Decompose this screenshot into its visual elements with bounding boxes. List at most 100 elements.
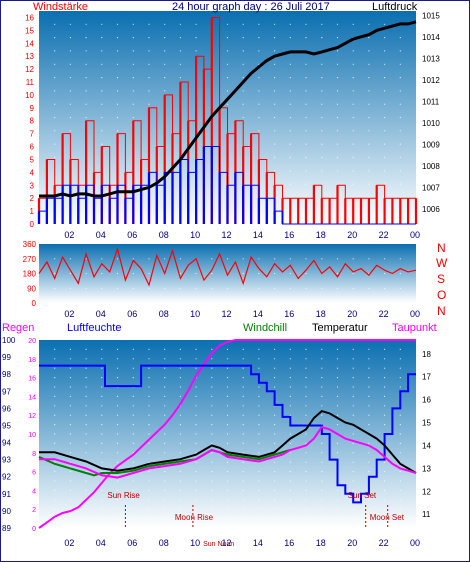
grid-dot <box>195 50 197 52</box>
grid-dot <box>85 405 87 407</box>
grid-dot <box>305 143 307 145</box>
grid-dot <box>148 424 150 426</box>
grid-dot <box>195 461 197 463</box>
x-tick-label: 20 <box>347 309 357 319</box>
grid-dot <box>69 367 71 369</box>
grid-dot <box>399 37 401 39</box>
grid-dot <box>85 377 87 379</box>
grid-dot <box>85 348 87 350</box>
grid-dot <box>336 37 339 39</box>
grid-dot <box>289 367 291 369</box>
grid-dot <box>289 386 291 388</box>
grid-dot <box>179 23 181 25</box>
grid-dot <box>101 130 103 132</box>
grid-dot <box>211 367 213 369</box>
grid-dot <box>148 395 150 397</box>
grid-dot <box>258 471 260 473</box>
grid-dot <box>399 272 401 275</box>
grid-dot <box>211 480 213 482</box>
grid-dot <box>116 63 119 65</box>
grid-dot <box>305 442 307 444</box>
wind-direction-line <box>38 246 417 287</box>
grid-dot <box>274 414 276 416</box>
grid-dot <box>164 367 166 369</box>
grid-dot <box>148 405 150 407</box>
grid-dot <box>148 77 150 79</box>
grid-dot <box>289 37 291 39</box>
grid-dot <box>132 489 134 491</box>
grid-dot <box>69 461 71 463</box>
grid-dot <box>226 405 229 407</box>
grid-dot <box>211 377 213 379</box>
grid-dot <box>336 77 339 79</box>
grid-dot <box>164 37 166 39</box>
pressure-tick-label: 1010 <box>422 119 440 128</box>
compass-label-o: O <box>437 288 446 302</box>
grid-dot <box>226 367 229 369</box>
grid-dot <box>164 90 166 92</box>
grid-dot <box>399 489 401 491</box>
grid-dot <box>148 37 150 39</box>
grid-dot <box>164 489 166 491</box>
grid-dot <box>289 170 291 172</box>
grid-dot <box>321 37 323 39</box>
grid-dot <box>336 50 339 52</box>
humidity-tick-label: 98 <box>2 370 11 379</box>
grid-dot <box>321 23 323 25</box>
compass-label-s: S <box>437 272 445 286</box>
grid-dot <box>148 414 150 416</box>
grid-dot <box>195 287 197 289</box>
grid-dot <box>305 489 307 491</box>
grid-dot <box>195 424 197 426</box>
grid-dot <box>132 77 134 79</box>
grid-dot <box>242 77 244 79</box>
grid-dot <box>211 518 213 520</box>
x-tick-label: 10 <box>190 309 200 319</box>
grid-dot <box>164 63 166 65</box>
grid-dot <box>289 116 291 119</box>
grid-dot <box>54 63 56 65</box>
grid-dot <box>179 77 181 79</box>
grid-dot <box>289 156 291 158</box>
temp-tick-label: 13 <box>422 464 431 473</box>
rain-tick-label: 6 <box>32 470 36 477</box>
grid-dot <box>352 183 354 185</box>
grid-dot <box>132 90 134 92</box>
grid-dot <box>305 348 307 350</box>
grid-dot <box>85 424 87 426</box>
grid-dot <box>352 489 354 491</box>
grid-dot <box>211 471 213 473</box>
rain-tick-label: 0 <box>32 526 36 533</box>
grid-dot <box>69 508 71 510</box>
grid-dot <box>352 386 354 388</box>
chart-title: 24 hour graph day : 26 Juli 2017 <box>172 1 330 13</box>
grid-dot <box>368 37 370 39</box>
grid-dot <box>352 130 354 132</box>
grid-dot <box>101 116 103 119</box>
grid-dot <box>352 63 354 65</box>
grid-dot <box>195 414 197 416</box>
grid-dot <box>399 287 401 289</box>
grid-dot <box>399 130 401 132</box>
grid-dot <box>336 183 339 185</box>
grid-dot <box>132 518 134 520</box>
grid-dot <box>101 471 103 473</box>
grid-dot <box>368 63 370 65</box>
grid-dot <box>132 287 134 289</box>
x-tick-label: 12 <box>222 309 232 319</box>
grid-dot <box>399 358 401 360</box>
grid-dot <box>352 156 354 158</box>
direction-tick-label: 0 <box>32 299 37 308</box>
grid-dot <box>384 116 386 119</box>
grid-dot <box>305 395 307 397</box>
grid-dot <box>321 287 323 289</box>
grid-dot <box>399 183 401 185</box>
grid-dot <box>179 489 181 491</box>
grid-dot <box>101 433 103 435</box>
grid-dot <box>384 386 386 388</box>
grid-dot <box>352 414 354 416</box>
grid-dot <box>101 405 103 407</box>
grid-dot <box>258 414 260 416</box>
grid-dot <box>179 414 181 416</box>
grid-dot <box>321 103 323 105</box>
